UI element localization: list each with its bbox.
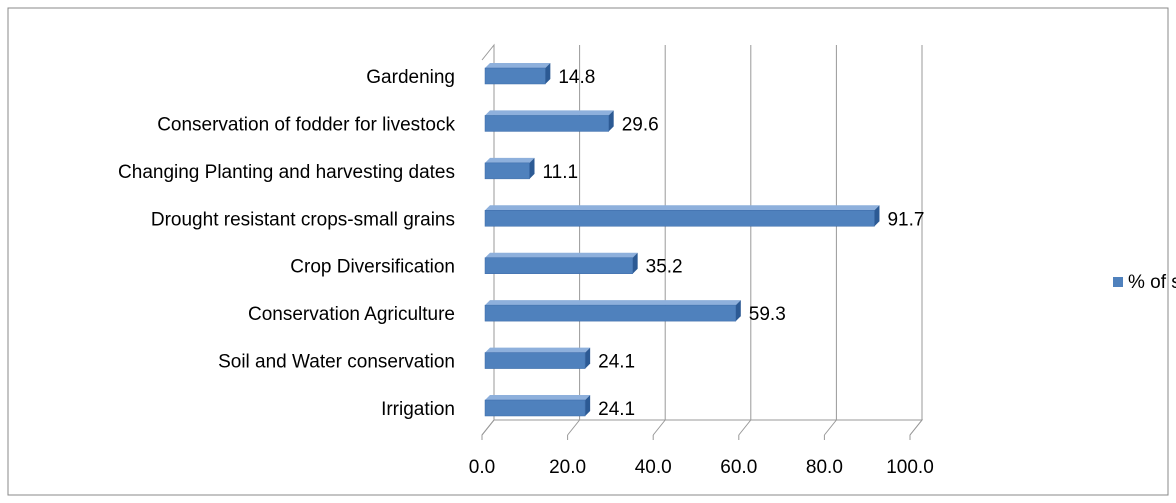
data-label: 24.1 bbox=[598, 399, 635, 420]
data-label: 29.6 bbox=[622, 114, 659, 135]
bar-top bbox=[485, 252, 638, 258]
bar-side bbox=[874, 205, 880, 227]
data-label: 11.1 bbox=[543, 162, 579, 183]
bar-side bbox=[585, 347, 591, 369]
y-tick-label: Conservation of fodder for livestock bbox=[157, 114, 455, 135]
bar bbox=[484, 352, 586, 369]
bar bbox=[484, 257, 633, 274]
bar-top bbox=[485, 205, 880, 211]
chart-border bbox=[7, 7, 1169, 496]
bar bbox=[484, 210, 875, 227]
bar-side bbox=[735, 300, 741, 322]
grid-line bbox=[652, 45, 666, 436]
bar-side bbox=[632, 252, 638, 274]
x-tick-label: 0.0 bbox=[469, 457, 495, 478]
data-label: 14.8 bbox=[558, 67, 595, 88]
bar-top bbox=[485, 110, 614, 116]
x-tick-label: 20.0 bbox=[549, 457, 586, 478]
bar bbox=[484, 304, 737, 322]
y-tick-label: Crop Diversification bbox=[290, 257, 455, 278]
bar bbox=[484, 162, 530, 180]
grid-line bbox=[567, 45, 581, 436]
data-label: 24.1 bbox=[598, 352, 635, 373]
x-tick-label: 60.0 bbox=[720, 457, 757, 478]
bar-top bbox=[485, 63, 551, 68]
grid-line bbox=[909, 45, 923, 436]
bar-top bbox=[485, 157, 535, 163]
bar-top bbox=[485, 347, 591, 353]
legend-label: % of sample bbox=[1128, 272, 1176, 293]
bar bbox=[484, 67, 546, 85]
x-tick-label: 40.0 bbox=[635, 457, 672, 478]
x-tick-label: 80.0 bbox=[806, 457, 843, 478]
bar-side bbox=[585, 395, 591, 416]
y-tick-label: Changing Planting and harvesting dates bbox=[118, 162, 455, 183]
data-label: 91.7 bbox=[887, 209, 924, 230]
grid-line bbox=[738, 45, 752, 436]
bar-side bbox=[529, 157, 535, 179]
y-tick-label: Irrigation bbox=[381, 399, 455, 420]
data-label: 59.3 bbox=[749, 304, 786, 325]
y-tick-label: Gardening bbox=[366, 67, 455, 88]
bar-side bbox=[545, 63, 551, 84]
x-tick-label: 100.0 bbox=[886, 457, 934, 478]
y-tick-label: Soil and Water conservation bbox=[218, 352, 455, 373]
bar-side bbox=[608, 110, 614, 132]
bar bbox=[484, 115, 609, 132]
data-label: 35.2 bbox=[646, 257, 683, 278]
grid-line bbox=[824, 45, 837, 436]
legend-swatch bbox=[1113, 277, 1123, 287]
bar-top bbox=[485, 300, 741, 306]
y-tick-label: Drought resistant crops-small grains bbox=[151, 209, 455, 230]
y-tick-label: Conservation Agriculture bbox=[248, 304, 455, 325]
bar bbox=[484, 399, 586, 417]
bar-top bbox=[485, 395, 591, 400]
